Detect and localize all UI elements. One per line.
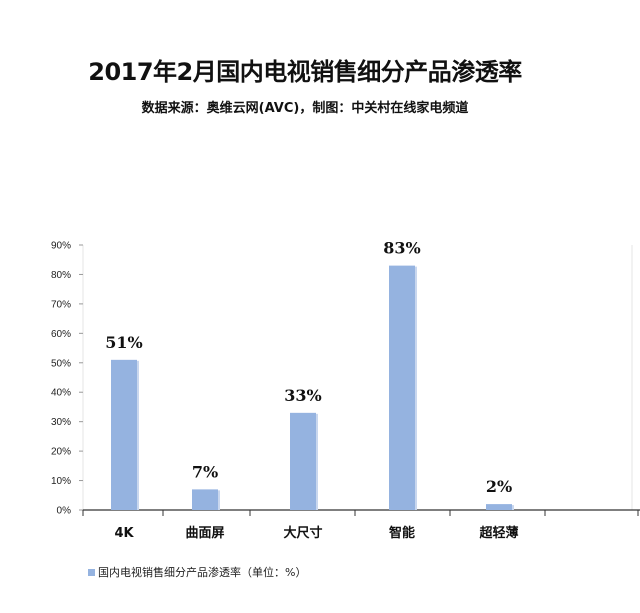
x-category-label: 智能 — [389, 525, 415, 541]
x-category-label: 4K — [114, 526, 134, 541]
y-tick-label: 70% — [51, 299, 71, 310]
bar — [486, 504, 512, 510]
bar — [389, 265, 415, 510]
data-label: 7% — [192, 462, 218, 481]
y-tick-label: 20% — [51, 447, 71, 458]
bars — [111, 265, 514, 510]
y-tick-label: 90% — [51, 241, 71, 252]
y-tick-label: 30% — [51, 417, 71, 428]
legend-swatch — [88, 568, 95, 576]
labels: 51% 4K 7% 曲面屏 33% 大尺寸 83% 智能 2% 超轻薄 — [105, 239, 518, 541]
legend-label: 国内电视销售细分产品渗透率（单位：%） — [98, 566, 307, 579]
bar — [290, 412, 316, 510]
data-label: 51% — [105, 333, 142, 352]
y-tick-label: 80% — [51, 270, 71, 281]
data-label: 2% — [486, 477, 512, 496]
x-category-label: 大尺寸 — [283, 525, 322, 541]
y-tick-label: 10% — [51, 476, 71, 487]
chart-title: 2017年2月国内电视销售细分产品渗透率 — [88, 58, 522, 86]
axes: 0% 10% 20% 30% 40% 50% 60% 70% 80% 90% — [51, 241, 640, 517]
y-tick-label: 60% — [51, 329, 71, 340]
x-category-label: 超轻薄 — [479, 525, 518, 541]
data-label: 33% — [284, 386, 321, 405]
chart-subtitle: 数据来源：奥维云网(AVC)，制图：中关村在线家电频道 — [141, 101, 469, 116]
y-tick-label: 50% — [51, 358, 71, 369]
y-tick-label: 40% — [51, 388, 71, 399]
bar — [111, 359, 137, 510]
legend: 国内电视销售细分产品渗透率（单位：%） — [88, 564, 306, 580]
bar — [192, 489, 218, 510]
x-category-label: 曲面屏 — [185, 525, 224, 541]
data-label: 83% — [383, 239, 420, 258]
y-tick-label: 0% — [57, 506, 72, 517]
